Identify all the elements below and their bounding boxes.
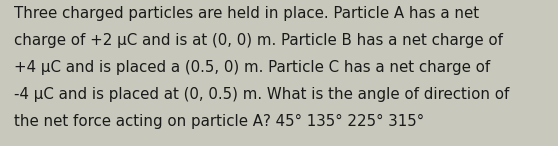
Text: the net force acting on particle A? 45° 135° 225° 315°: the net force acting on particle A? 45° …: [14, 114, 424, 129]
Text: -4 μC and is placed at (0, 0.5) m. What is the angle of direction of: -4 μC and is placed at (0, 0.5) m. What …: [14, 87, 509, 102]
Text: Three charged particles are held in place. Particle A has a net: Three charged particles are held in plac…: [14, 6, 479, 21]
Text: charge of +2 μC and is at (0, 0) m. Particle B has a net charge of: charge of +2 μC and is at (0, 0) m. Part…: [14, 33, 503, 48]
Text: +4 μC and is placed a (0.5, 0) m. Particle C has a net charge of: +4 μC and is placed a (0.5, 0) m. Partic…: [14, 60, 490, 75]
